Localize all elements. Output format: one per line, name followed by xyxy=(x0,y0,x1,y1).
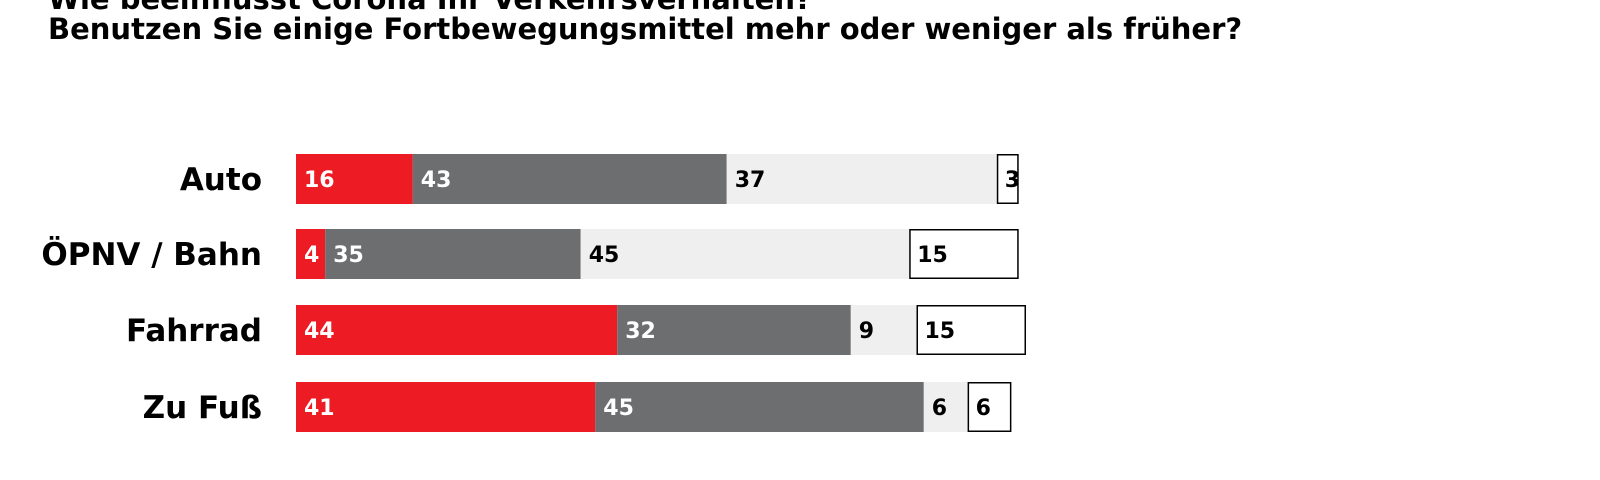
data-label: 45 xyxy=(589,243,620,268)
data-label: 9 xyxy=(859,319,874,344)
bar-segment xyxy=(595,382,924,432)
bar-segment xyxy=(996,154,1019,204)
bar-segment xyxy=(909,229,1019,279)
data-label: 4 xyxy=(304,243,319,268)
bar-segment xyxy=(296,305,618,355)
bar-segment xyxy=(296,229,326,279)
category-label: Fahrrad xyxy=(126,313,262,349)
data-label: 43 xyxy=(421,168,452,193)
data-label: 41 xyxy=(304,396,335,421)
data-label: 45 xyxy=(603,396,634,421)
category-label: Auto xyxy=(180,162,262,198)
bar-segment xyxy=(617,305,851,355)
bar-segment xyxy=(967,382,1012,432)
data-label: 6 xyxy=(932,396,947,421)
bar-segment xyxy=(923,382,968,432)
bar-segment xyxy=(580,229,910,279)
bar-segment xyxy=(916,305,1026,355)
bar-segment xyxy=(325,229,581,279)
bars-group: Auto 16 43 37 3 ÖPNV / Bahn 4 35 45 15 Fahrrad 44 32… xyxy=(41,154,1026,432)
bar-segment xyxy=(296,382,596,432)
category-label: ÖPNV / Bahn xyxy=(41,236,262,273)
data-label: 15 xyxy=(917,243,948,268)
category-label: Zu Fuß xyxy=(143,390,262,426)
data-label: 35 xyxy=(333,243,364,268)
data-label: 44 xyxy=(304,319,335,344)
chart-title: Benutzen Sie einige Fortbewegungsmittel … xyxy=(48,12,1243,46)
bar-segment xyxy=(726,154,997,204)
data-label: 37 xyxy=(735,168,766,193)
bar-segment xyxy=(850,305,917,355)
bar-segment xyxy=(412,154,727,204)
data-label: 16 xyxy=(304,168,335,193)
chart-title-cut: Wie beeinflusst Corona Ihr Verkehrsverha… xyxy=(48,0,812,16)
data-label: 32 xyxy=(625,319,656,344)
data-label: 3 xyxy=(1005,168,1020,193)
data-label: 15 xyxy=(925,319,956,344)
bar-segment xyxy=(296,154,413,204)
data-label: 6 xyxy=(976,396,991,421)
